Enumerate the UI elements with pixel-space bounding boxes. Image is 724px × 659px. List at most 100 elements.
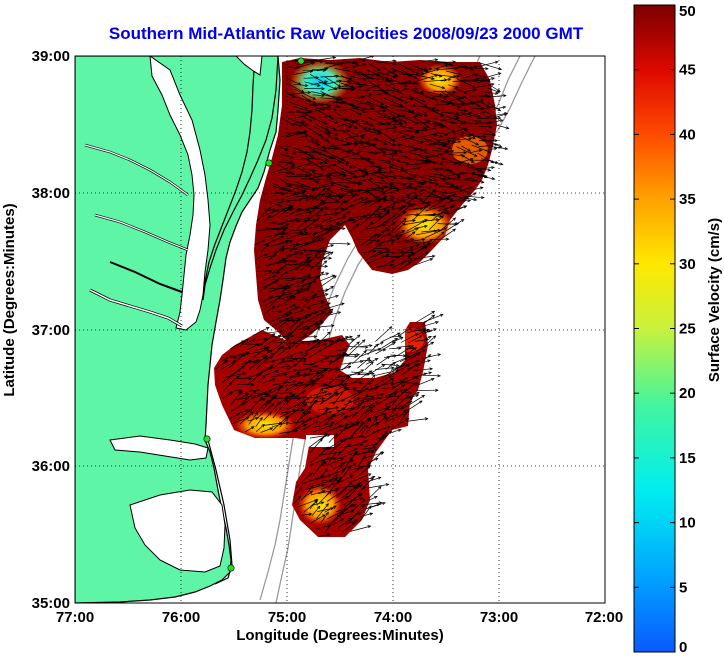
outer-banks xyxy=(207,439,233,585)
colorbar-tick-label: 50 xyxy=(679,3,696,20)
velocity-vector xyxy=(334,68,358,73)
velocity-vector xyxy=(239,411,254,425)
velocity-vector xyxy=(342,60,359,65)
velocity-vector xyxy=(247,343,260,351)
velocity-vector-head xyxy=(341,407,345,411)
velocity-vector-head xyxy=(413,81,417,85)
velocity-vector xyxy=(326,458,344,466)
velocity-vector-head xyxy=(452,60,457,64)
velocity-vector-head xyxy=(383,415,387,419)
velocity-vector xyxy=(292,121,306,124)
velocity-vector-head xyxy=(325,272,330,276)
velocity-vector xyxy=(317,251,331,259)
velocity-vector-head xyxy=(307,306,312,310)
velocity-vector xyxy=(256,352,275,369)
velocity-vector xyxy=(337,87,354,91)
velocity-vector-head xyxy=(423,372,428,376)
velocity-vector xyxy=(272,337,290,351)
velocity-vector xyxy=(312,188,326,202)
velocity-vector-head xyxy=(341,412,346,416)
velocity-vector-head xyxy=(300,340,305,345)
velocity-vector xyxy=(261,349,273,358)
colorbar-tick-label: 5 xyxy=(679,579,687,596)
velocity-vector xyxy=(367,374,376,383)
colorbar-tick-label: 35 xyxy=(679,191,696,208)
velocity-vector-head xyxy=(408,326,413,331)
velocity-vector-head xyxy=(256,393,261,397)
velocity-vector xyxy=(373,341,384,348)
velocity-vector xyxy=(303,396,325,399)
velocity-vector-head xyxy=(269,367,274,371)
velocity-vector-head xyxy=(371,450,375,454)
velocity-vector-head xyxy=(360,421,364,426)
velocity-vector xyxy=(309,249,326,252)
velocity-vector-head xyxy=(323,121,328,125)
velocity-vector xyxy=(380,90,403,102)
velocity-vector xyxy=(328,378,345,381)
velocity-vector-head xyxy=(468,137,473,141)
velocity-vector-head xyxy=(441,86,446,90)
velocity-vector xyxy=(471,73,487,79)
velocity-vector-head xyxy=(428,335,432,339)
velocity-vector-head xyxy=(390,378,395,382)
velocity-vector-head xyxy=(384,430,389,434)
velocity-vector-head xyxy=(504,147,509,151)
velocity-vector xyxy=(288,280,305,286)
velocity-vector-head xyxy=(378,205,382,209)
velocity-vector-head xyxy=(475,77,480,81)
velocity-vector-head xyxy=(309,368,314,372)
slow-patch-south2 xyxy=(298,485,342,525)
velocity-vector xyxy=(325,76,341,88)
velocity-vector xyxy=(417,186,432,189)
velocity-vector-head xyxy=(228,382,233,386)
velocity-vector-head xyxy=(328,256,333,260)
velocity-vector xyxy=(407,328,426,333)
velocity-vector xyxy=(245,426,255,433)
velocity-vector xyxy=(334,385,347,392)
velocity-vector xyxy=(422,90,443,96)
velocity-vector-head xyxy=(390,259,395,263)
velocity-vector-head xyxy=(439,93,444,97)
velocity-vector xyxy=(401,394,419,401)
velocity-vector-head xyxy=(431,76,435,80)
x-tick-label: 74:00 xyxy=(374,609,412,626)
map-title: Southern Mid-Atlantic Raw Velocities 200… xyxy=(109,24,584,43)
velocity-vector-head xyxy=(366,357,371,361)
velocity-vector-head xyxy=(311,188,316,192)
velocity-vector xyxy=(261,330,283,335)
velocity-vector-head xyxy=(356,397,361,401)
velocity-vector-head xyxy=(371,107,375,111)
velocity-vector-head xyxy=(259,342,264,346)
velocity-vector xyxy=(318,130,331,133)
velocity-vector-head xyxy=(392,214,397,218)
velocity-vector xyxy=(367,254,389,264)
velocity-vector-head xyxy=(385,254,390,258)
velocity-vector xyxy=(296,306,311,309)
velocity-vector-head xyxy=(376,429,380,433)
velocity-vector xyxy=(480,105,495,111)
velocity-vector-head xyxy=(354,125,358,129)
velocity-vector xyxy=(252,327,270,337)
velocity-vector-head xyxy=(404,155,409,159)
velocity-vector xyxy=(391,364,410,376)
velocity-vector-head xyxy=(445,210,450,214)
velocity-vector xyxy=(265,209,279,216)
velocity-vector xyxy=(301,420,319,431)
velocity-vector xyxy=(284,161,295,166)
velocity-vector xyxy=(359,345,373,348)
velocity-vector-head xyxy=(461,102,466,106)
velocity-vector-head xyxy=(261,239,266,243)
velocity-vector xyxy=(276,240,289,245)
velocity-vector-head xyxy=(384,91,389,95)
velocity-vector-head xyxy=(294,429,299,433)
velocity-vector-head xyxy=(439,173,444,177)
velocity-vector xyxy=(381,338,398,349)
velocity-vector-head xyxy=(288,331,293,336)
velocity-vector-head xyxy=(396,188,401,192)
velocity-vector-head xyxy=(324,390,329,394)
velocity-vector xyxy=(485,112,508,118)
velocity-vector-head xyxy=(394,413,399,417)
velocity-vector-head xyxy=(291,162,296,166)
velocity-vector-head xyxy=(478,119,483,124)
velocity-vector xyxy=(348,484,363,492)
